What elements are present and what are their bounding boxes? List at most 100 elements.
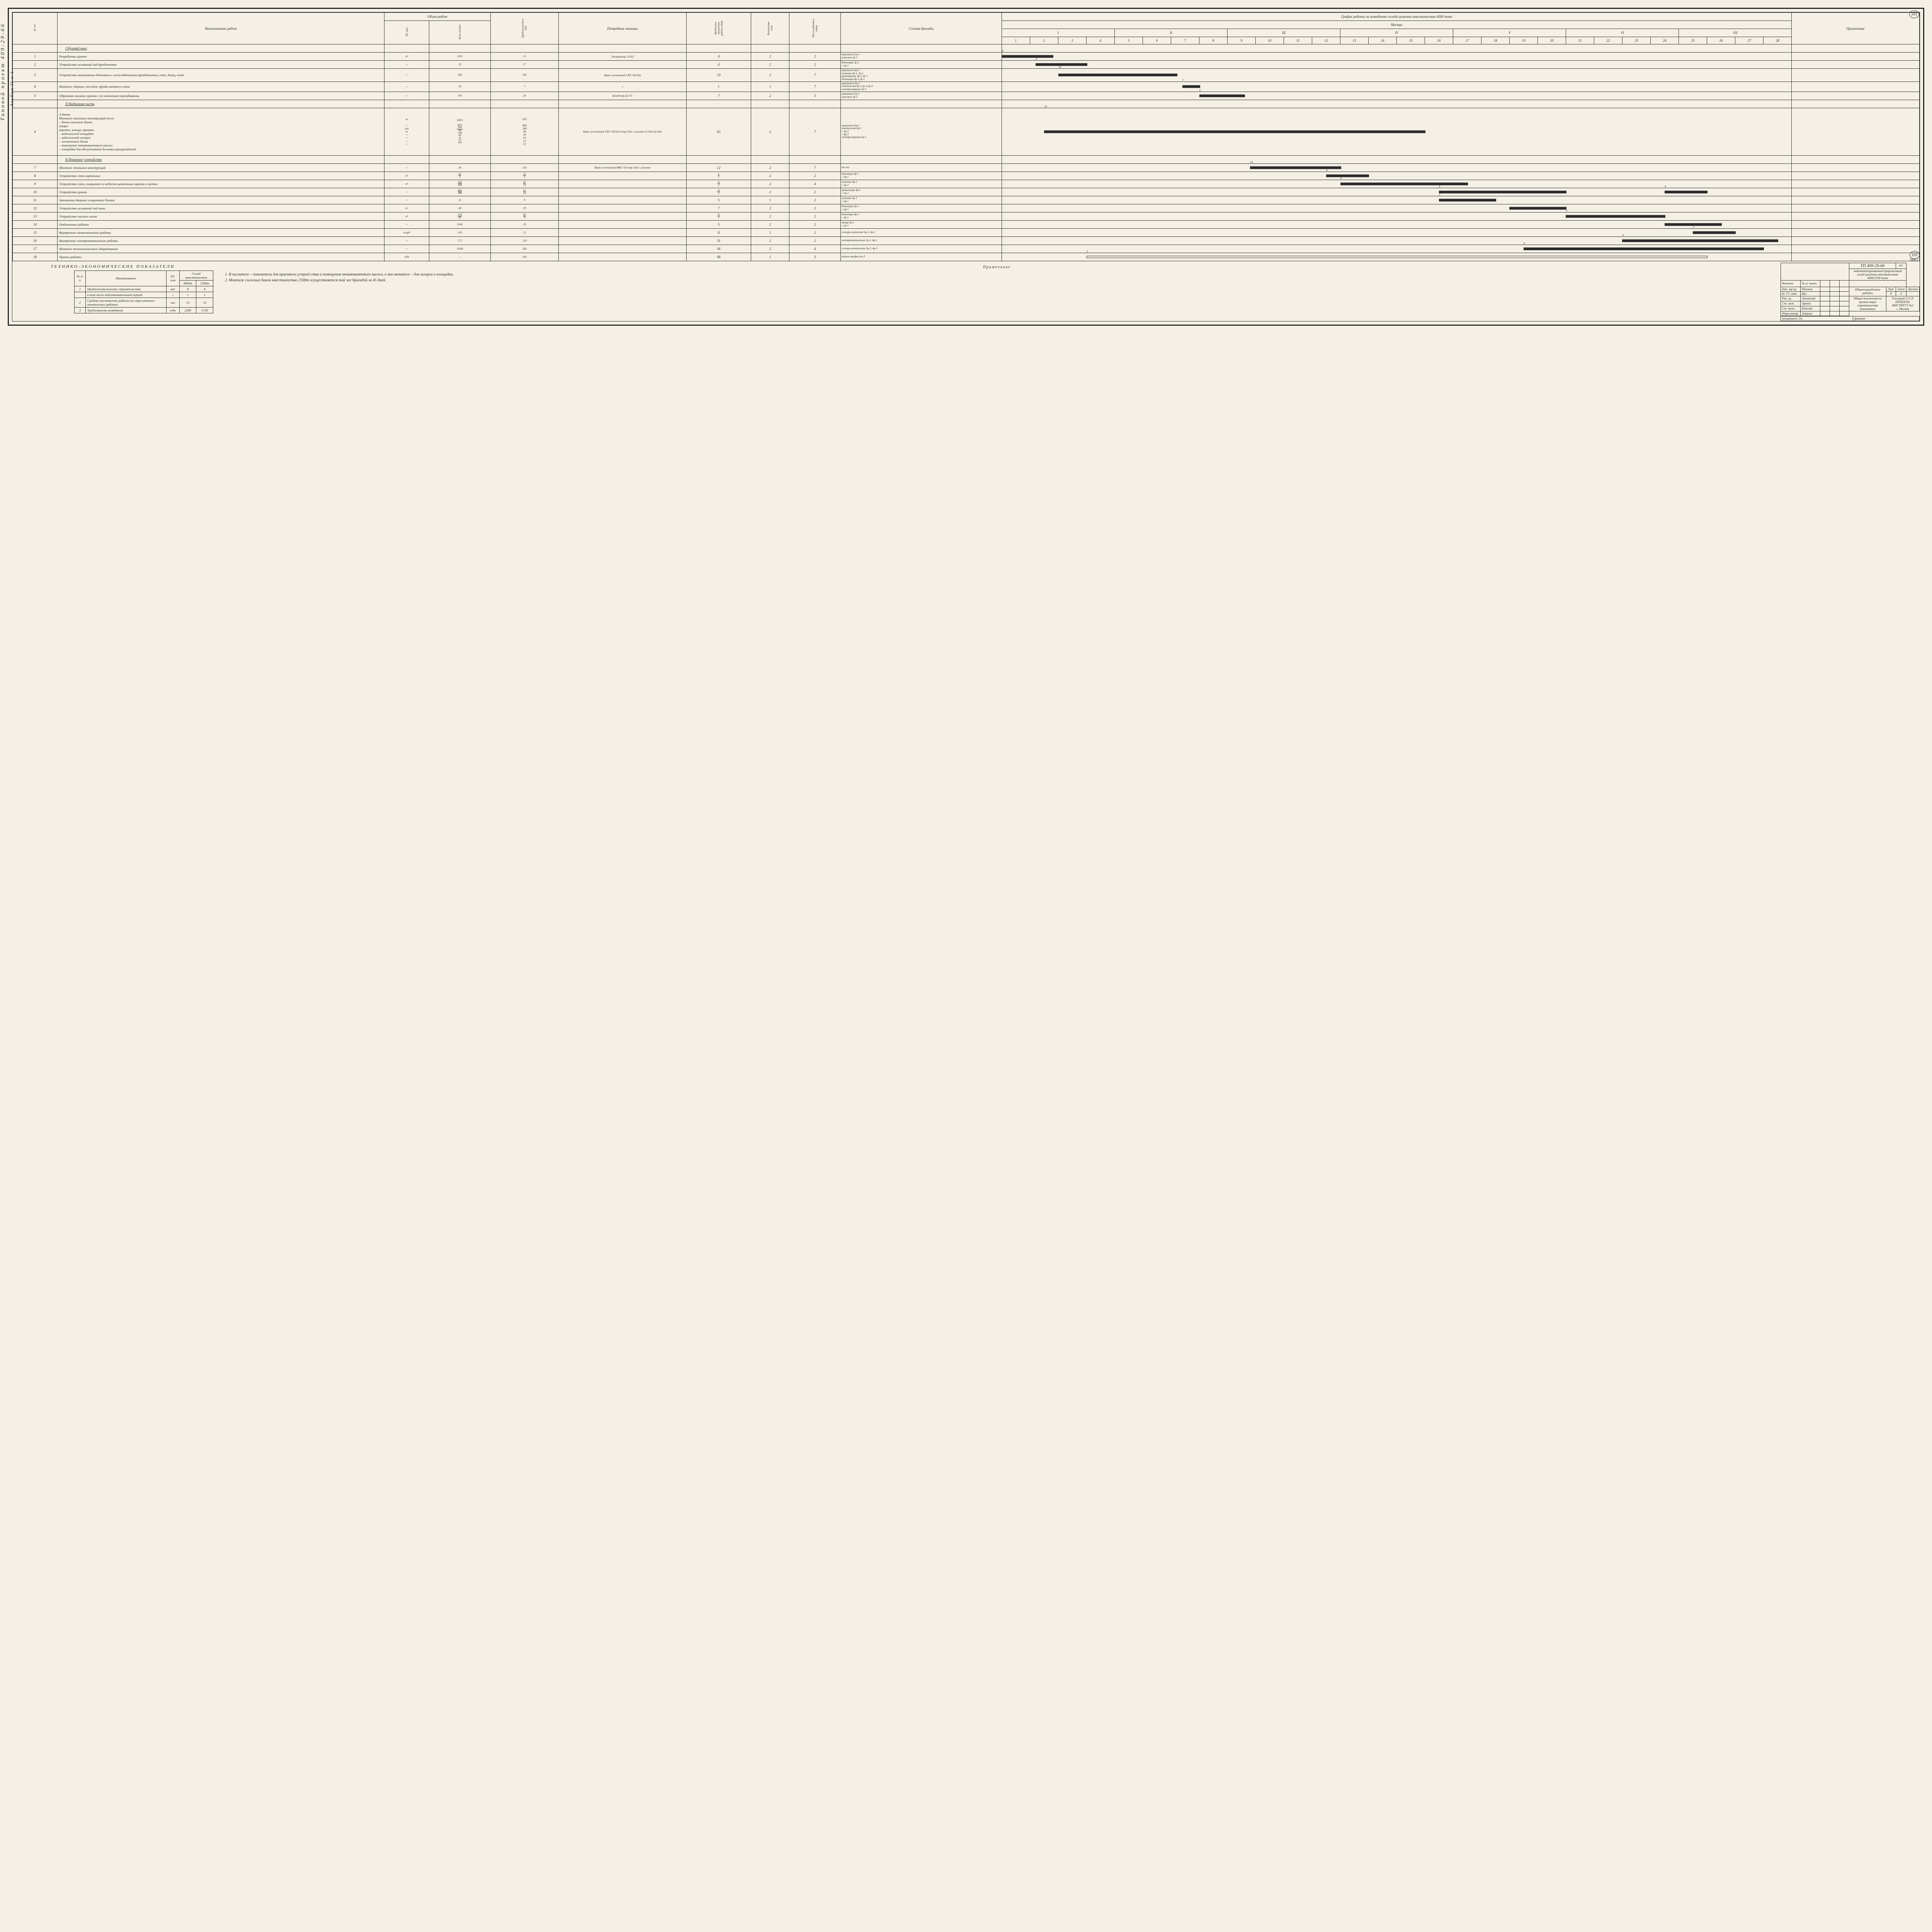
col-brig-header: Состав бригады <box>841 13 1002 44</box>
col-ed-header: Ед. изм <box>405 27 408 37</box>
work-row: 8 Устройство стен кирпичных м³ 302 222 6… <box>13 172 1920 180</box>
work-row: 13 Устройство чистых полов м² 57082 434 … <box>13 212 1920 220</box>
week-cell: 11 <box>1284 37 1312 44</box>
side-album-label: Альбом II о 1 <box>9 71 15 106</box>
work-row: 5 Обратная засыпка грунта с уп-лотнением… <box>13 92 1920 100</box>
week-cell: 4 <box>1086 37 1114 44</box>
tech-cap-2500: 2500т <box>196 280 213 286</box>
tech-col-ed: Ед. изм <box>166 270 179 286</box>
col-trud-header: Трудоем-кость в ч/дн <box>521 18 527 39</box>
month-cell: III <box>1227 29 1340 37</box>
col-num-header: № п/п <box>33 24 36 32</box>
week-cell: 19 <box>1510 37 1538 44</box>
section-row: II Надземная часть <box>13 100 1920 108</box>
month-cell: VI <box>1566 29 1679 37</box>
week-cell: 3 <box>1058 37 1086 44</box>
months-label: Месяцы <box>1002 21 1791 29</box>
stamp-row: Нач. мр-крПчелковОбщеплощадочные работыЛ… <box>1781 287 1920 291</box>
week-cell: 18 <box>1481 37 1510 44</box>
month-cell: I <box>1002 29 1114 37</box>
week-cell: 26 <box>1707 37 1735 44</box>
work-row: 17 Монтаж технологического оборудования … <box>13 245 1920 253</box>
week-cell: 20 <box>1538 37 1566 44</box>
col-kol-header: Коли-чество <box>458 24 461 40</box>
title-block: ТП 409-29-66 ОС Автоматизированный прире… <box>1781 263 1920 316</box>
col-vol-header: Объем работ <box>384 13 491 21</box>
note-1: 1. В числителе – показатели для приемног… <box>225 272 1769 277</box>
week-cell: 2 <box>1030 37 1058 44</box>
work-row: 1 Разработка грунта м³ 2101 15 Экскавато… <box>13 53 1920 61</box>
col-prod-header: Продолжи-тельность работ в днях <box>714 18 723 39</box>
work-row: 4 Монтаж сборных жел.бет. фунда-ментов и… <box>13 82 1920 92</box>
work-row: 16 Внутренние электромонтажные работы « … <box>13 236 1920 245</box>
note-2: 2. Монтаж силосных банок вместимостью 25… <box>225 277 1769 283</box>
col-mach-header: Потребные машины <box>559 13 687 44</box>
section-row: I Нулевой цикл <box>13 44 1920 53</box>
week-cell: 17 <box>1453 37 1481 44</box>
week-cell: 12 <box>1312 37 1340 44</box>
tb-oc: ОС <box>1896 263 1906 269</box>
tech-row: 1Продолжительность строительствамес86 <box>75 286 213 292</box>
notes-block: Примечание 1. В числителе – показатели д… <box>221 263 1773 285</box>
month-cell: IV <box>1340 29 1453 37</box>
work-row: 15 Внутренние сантехнические работы т.ру… <box>13 228 1920 236</box>
work-row: 2 Устройство оснований под фундаменты « … <box>13 61 1920 69</box>
week-cell: 25 <box>1679 37 1707 44</box>
col-rab-header: Число рабочих в смену <box>812 18 818 39</box>
tech-cap-4000: 4000т <box>179 280 196 286</box>
week-cell: 6 <box>1143 37 1171 44</box>
tech-row: в том числе подготовительный период«11 <box>75 292 213 298</box>
tech-caption: Технико-экономические показатели <box>12 263 213 270</box>
week-cell: 9 <box>1227 37 1255 44</box>
week-cell: 23 <box>1622 37 1651 44</box>
week-cell: 15 <box>1396 37 1425 44</box>
week-cell: 10 <box>1255 37 1284 44</box>
side-project-label: Типовой проект 409-29-66 <box>0 23 6 121</box>
month-cell: II <box>1114 29 1227 37</box>
tech-col-n: № п/п <box>75 270 86 286</box>
page-extra-num: 7808/2 <box>1910 258 1918 262</box>
work-row: 18 Прочие работы ч/дн — 203 68 1 3 разны… <box>13 253 1920 261</box>
main-schedule-table: № п/п Наименование работ Объем работ Тру… <box>12 12 1920 261</box>
work-row: 6 А Банки Монтаж стальных конструкций-вс… <box>13 108 1920 155</box>
tb-fmt: формат <box>1853 316 1920 321</box>
week-cell: 8 <box>1199 37 1227 44</box>
week-cell: 21 <box>1566 37 1594 44</box>
work-row: 3 Устройство монолитных бетонных и желез… <box>13 69 1920 82</box>
week-cell: 13 <box>1340 37 1368 44</box>
month-cell: V <box>1453 29 1566 37</box>
week-cell: 28 <box>1764 37 1792 44</box>
week-cell: 14 <box>1368 37 1396 44</box>
work-row: 14 Отделочные работы « 2166 19 5 2 2 мал… <box>13 220 1920 228</box>
tech-indicators-table: № п/п Наименование Ед. изм Склад вместим… <box>74 270 213 313</box>
tb-code: ТП 409-29-66 <box>1849 263 1896 269</box>
col-name-header: Наименование работ <box>57 13 384 44</box>
section-row: Б Приемное устройство <box>13 155 1920 163</box>
notes-title: Примечание <box>225 264 1769 270</box>
week-cell: 5 <box>1114 37 1143 44</box>
work-row: 9 Устройство стен, покрытий из асбесто-ц… <box>13 180 1920 188</box>
week-cell: 1 <box>1002 37 1030 44</box>
page-num-bottom: 101 <box>1910 251 1920 259</box>
page-num-top: 101 <box>1909 10 1919 18</box>
tb-title1: Автоматизированный прирельсовый склад це… <box>1849 269 1906 280</box>
week-cell: 27 <box>1735 37 1764 44</box>
tech-row: 2Средняя численность рабочих на стро-ите… <box>75 298 213 307</box>
tech-col-cap: Склад вместимостью <box>179 270 213 280</box>
work-row: 7 Монтаж стальных конструкций « 36 162 К… <box>13 163 1920 172</box>
work-row: 12 Устройство оснований под полы м³ 40 2… <box>13 204 1920 212</box>
work-row: 11 Заполнение дверных и воротных блоков … <box>13 196 1920 204</box>
col-prim-header: Примечание <box>1792 13 1920 44</box>
week-cell: 7 <box>1171 37 1199 44</box>
title-block-footer: копировала: Ол. формат <box>1781 316 1920 321</box>
tb-copy: копировала: Ол. <box>1781 316 1853 321</box>
week-cell: 22 <box>1594 37 1622 44</box>
month-cell: VII <box>1679 29 1792 37</box>
week-cell: 16 <box>1425 37 1453 44</box>
week-cell: 24 <box>1651 37 1679 44</box>
work-row: 10 Устройство кровли « 445140 5112 133 2… <box>13 188 1920 196</box>
col-smen-header: Количество смен <box>767 18 773 39</box>
col-graph-header: График работы по возведению склада цемен… <box>1002 13 1791 21</box>
tech-col-name: Наименование <box>85 270 166 286</box>
stamp-row: Изменен№ ус замен <box>1781 280 1920 287</box>
